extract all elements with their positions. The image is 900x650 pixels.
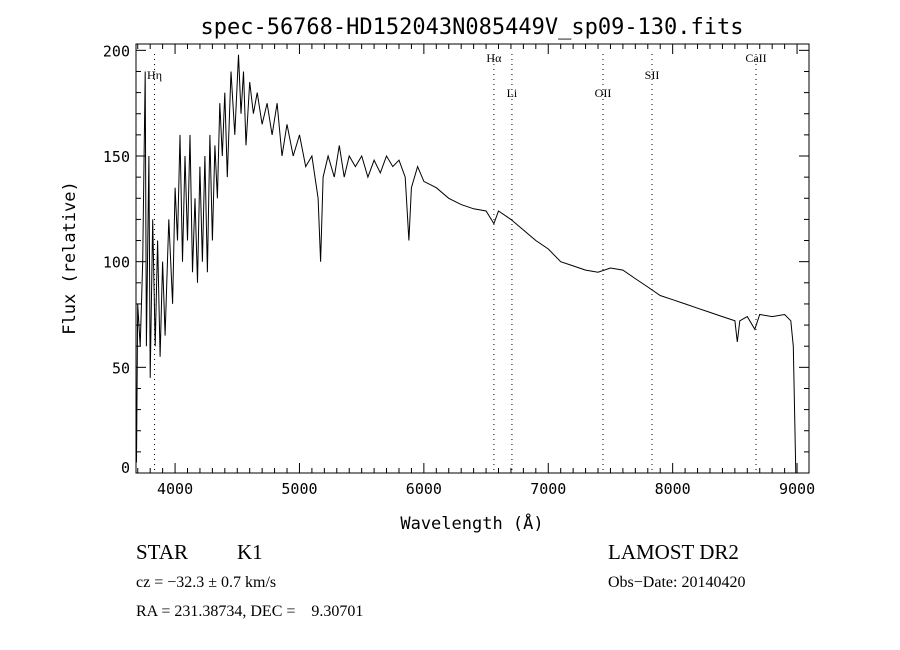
- x-tick-label: 9000: [779, 480, 815, 498]
- x-tick-label: 8000: [655, 480, 691, 498]
- spectral-subclass: K1: [237, 540, 263, 564]
- x-axis-label: Wavelength (Å): [400, 512, 543, 534]
- y-tick-label: 100: [103, 254, 130, 272]
- chart-title: spec-56768-HD152043N085449V_sp09-130.fit…: [200, 15, 743, 40]
- line-label: SII: [645, 68, 660, 82]
- y-tick-label: 200: [103, 42, 130, 60]
- y-tick-label: 150: [103, 148, 130, 166]
- line-label: Li: [507, 86, 518, 100]
- y-tick-label: 0: [121, 459, 130, 477]
- line-label: Hα: [486, 51, 502, 65]
- x-tick-label: 7000: [530, 480, 566, 498]
- line-label: CaII: [745, 51, 766, 65]
- spectral-class: STAR: [136, 540, 188, 564]
- x-tick-label: 5000: [281, 480, 317, 498]
- y-tick-label: 50: [112, 359, 130, 377]
- plot-frame: [135, 43, 810, 474]
- line-label: OII: [595, 86, 612, 100]
- spectrum-line: [136, 54, 797, 474]
- x-tick-label: 4000: [157, 480, 193, 498]
- obs-date: Obs−Date: 20140420: [608, 574, 746, 591]
- survey-name: LAMOST DR2: [608, 540, 739, 564]
- y-axis-label: Flux (relative): [60, 181, 80, 335]
- x-tick-label: 6000: [406, 480, 442, 498]
- coordinates: RA = 231.38734, DEC = 9.30701: [136, 603, 364, 620]
- redshift-cz: cz = −32.3 ± 0.7 km/s: [136, 574, 277, 591]
- line-label: Hη: [147, 68, 162, 82]
